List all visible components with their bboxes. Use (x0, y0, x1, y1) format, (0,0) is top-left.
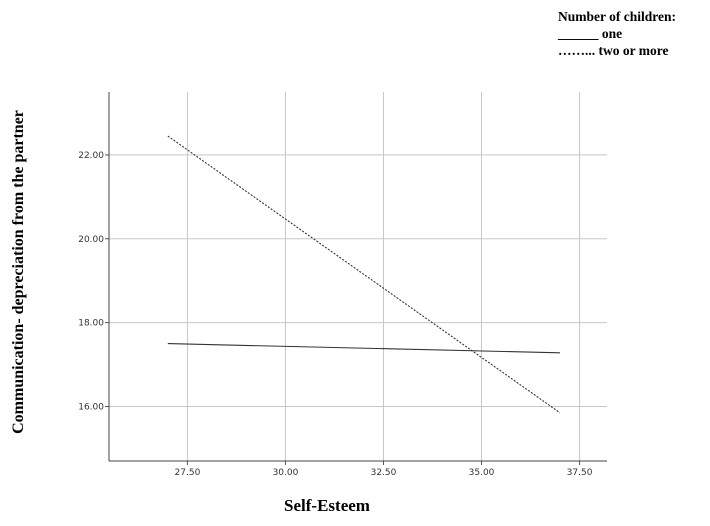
y-axis-label: Communication- depreciation from the par… (10, 110, 27, 434)
series-line-one (167, 343, 560, 354)
legend-title: Number of children: (558, 9, 676, 24)
axes (105, 92, 607, 465)
tick-labels: 27.50 30.00 32.50 35.00 37.50 16.00 18.00 20.00… (78, 151, 592, 478)
legend: Number of children: ______ one ……... two… (558, 8, 676, 59)
legend-entry-one: ______ one (558, 26, 623, 41)
series-lines (167, 135, 561, 414)
x-tick-label-4: 37.50 (567, 468, 593, 478)
x-axis-label: Self-Esteem (284, 496, 370, 515)
x-tick-label-3: 35.00 (469, 468, 495, 478)
legend-entry-two-or-more: ……... two or more (558, 43, 669, 58)
series-line-two-or-more (167, 135, 561, 414)
x-tick-label-1: 30.00 (273, 468, 299, 478)
x-tick-label-2: 32.50 (371, 468, 397, 478)
grid (109, 92, 607, 461)
y-tick-label-3: 22.00 (78, 151, 104, 161)
x-tick-label-0: 27.50 (175, 468, 201, 478)
y-tick-label-2: 20.00 (78, 235, 104, 245)
y-tick-label-1: 18.00 (78, 319, 104, 329)
y-tick-label-0: 16.00 (78, 402, 104, 412)
